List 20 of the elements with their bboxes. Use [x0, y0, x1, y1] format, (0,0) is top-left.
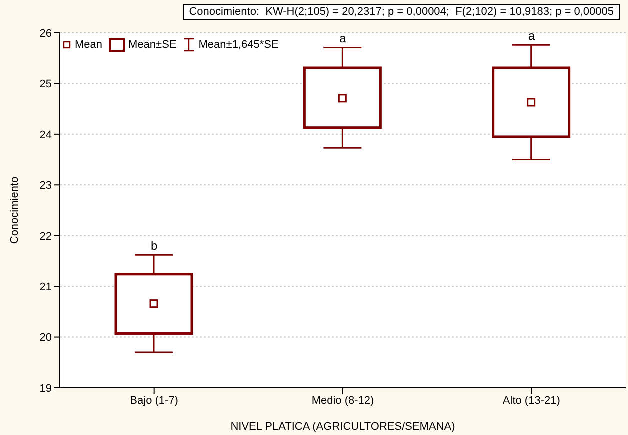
annotation: a [528, 29, 536, 44]
annotation: Mean±SE [128, 39, 177, 51]
y-tick-label: 22 [40, 230, 52, 243]
y-tick-label: 25 [40, 78, 52, 91]
x-tick-label: Bajo (1-7) [130, 394, 178, 407]
chart-title: Conocimiento: KW-H(2;105) = 20,2317; p = 0,00004; F(2;102) = 10,9183; p = 0,00005 [183, 4, 620, 20]
y-tick-label: 21 [40, 281, 52, 294]
y-tick-label: 26 [40, 28, 52, 40]
annotation: Mean±1,645*SE [198, 39, 279, 51]
y-tick-label: 19 [40, 382, 52, 395]
y-axis-title: Conocimiento [8, 176, 21, 244]
x-tick-label: Medio (8-12) [312, 394, 374, 407]
annotation: a [340, 32, 347, 46]
y-tick-label: 20 [40, 332, 52, 344]
x-tick-label: Alto (13-21) [502, 394, 560, 407]
x-axis-title: NIVEL PLATICA (AGRICULTORES/SEMANA) [230, 421, 456, 433]
annotation: Mean [75, 39, 103, 51]
y-tick-label: 24 [40, 129, 52, 142]
y-tick-label: 23 [40, 180, 52, 192]
annotation: b [150, 239, 158, 254]
